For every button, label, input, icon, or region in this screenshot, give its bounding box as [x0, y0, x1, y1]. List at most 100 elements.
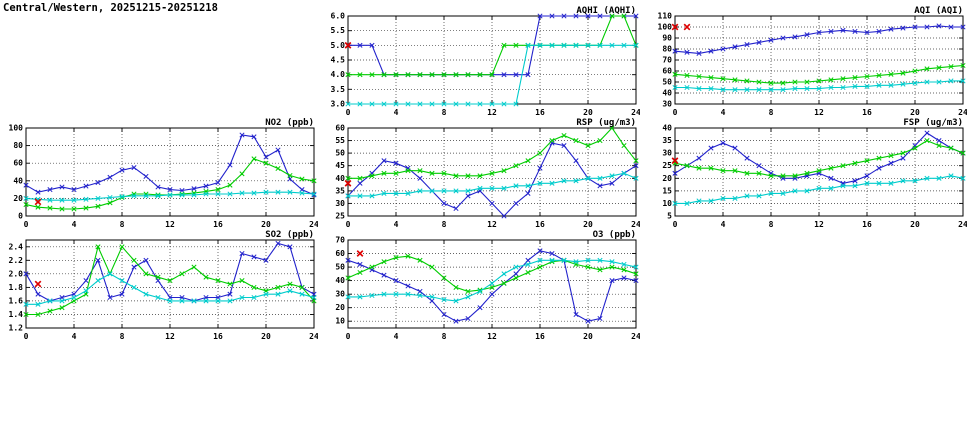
- series-markers-blue: [672, 23, 966, 56]
- svg-text:55: 55: [335, 136, 345, 145]
- svg-text:50: 50: [335, 263, 345, 272]
- svg-text:24: 24: [631, 220, 640, 229]
- svg-text:40: 40: [335, 276, 345, 285]
- svg-text:2.0: 2.0: [9, 269, 24, 278]
- red-marker: [671, 23, 679, 31]
- svg-text:20: 20: [583, 220, 593, 229]
- svg-text:40: 40: [662, 124, 672, 133]
- chart-so2: 1.2 1.4 1.6 1.8 2.0 2.2 2.4 0 4 8 12 16 20 24 SO2 (ppb…: [0, 228, 319, 342]
- svg-text:16: 16: [535, 108, 545, 117]
- svg-text:15: 15: [662, 186, 672, 195]
- series-markers-green: [23, 156, 317, 212]
- svg-text:30: 30: [662, 149, 672, 158]
- svg-text:1.2: 1.2: [9, 324, 24, 333]
- svg-text:40: 40: [662, 89, 672, 98]
- chart-aqhi: 3.0 3.5 4.0 4.5 5.0 5.5 6.0 0 4 8 12 16 20 24 AQHI (AQ…: [322, 4, 641, 118]
- svg-text:4.0: 4.0: [331, 70, 346, 79]
- svg-text:12: 12: [165, 220, 175, 229]
- svg-text:2.4: 2.4: [9, 242, 24, 251]
- chart-no2: 0 20 40 60 80 100 0 4 8 12 16 20 24 NO2 (ppb): [0, 116, 319, 230]
- svg-text:16: 16: [862, 220, 872, 229]
- svg-text:0: 0: [346, 220, 351, 229]
- svg-text:16: 16: [535, 220, 545, 229]
- svg-text:24: 24: [309, 220, 318, 229]
- series-markers-cyan: [345, 170, 639, 199]
- svg-text:16: 16: [535, 332, 545, 341]
- chart-svg-fsp: 5 10 15 20 25 30 35 40 0 4 8 12 16 20 24 FSP (ug/m3): [662, 118, 968, 229]
- svg-text:70: 70: [335, 236, 345, 245]
- svg-text:50: 50: [662, 78, 672, 87]
- svg-text:25: 25: [335, 212, 345, 221]
- svg-text:10: 10: [662, 199, 672, 208]
- svg-text:90: 90: [662, 34, 672, 43]
- chart-title: FSP (ug/m3): [903, 118, 963, 128]
- chart-o3: 10 20 30 40 50 60 70 0 4 8 12 16 20 24 O3 (ppb): [322, 228, 641, 342]
- svg-text:45: 45: [335, 161, 345, 170]
- svg-text:20: 20: [910, 220, 920, 229]
- chart-title: O3 (ppb): [593, 230, 636, 240]
- chart-svg-no2: 0 20 40 60 80 100 0 4 8 12 16 20 24 NO2 (ppb): [9, 118, 319, 229]
- svg-text:4.5: 4.5: [331, 56, 346, 65]
- svg-text:60: 60: [335, 124, 345, 133]
- svg-text:20: 20: [13, 194, 23, 203]
- svg-text:5.5: 5.5: [331, 26, 346, 35]
- red-marker: [34, 280, 42, 288]
- svg-text:12: 12: [487, 332, 497, 341]
- chart-title: AQHI (AQHI): [576, 6, 636, 16]
- svg-text:4: 4: [721, 108, 726, 117]
- series-markers-cyan: [23, 189, 317, 203]
- chart-title: NO2 (ppb): [265, 118, 314, 128]
- svg-text:20: 20: [335, 303, 345, 312]
- svg-text:0: 0: [24, 332, 29, 341]
- svg-text:0: 0: [18, 212, 23, 221]
- svg-text:20: 20: [261, 220, 271, 229]
- svg-text:24: 24: [631, 332, 640, 341]
- svg-text:16: 16: [862, 108, 872, 117]
- svg-text:100: 100: [658, 23, 673, 32]
- series-markers-cyan: [672, 173, 966, 206]
- chart-rsp: 25 30 35 40 45 50 55 60 0 4 8 12 16 20 24 RSP (ug/m3): [322, 116, 641, 230]
- svg-text:8: 8: [442, 332, 447, 341]
- series-markers-cyan: [672, 78, 966, 93]
- svg-text:16: 16: [213, 220, 223, 229]
- series-markers-green: [345, 253, 639, 294]
- chart-title: SO2 (ppb): [265, 230, 314, 240]
- svg-text:40: 40: [13, 176, 23, 185]
- svg-text:6.0: 6.0: [331, 12, 346, 21]
- chart-svg-so2: 1.2 1.4 1.6 1.8 2.0 2.2 2.4 0 4 8 12 16 20 24 SO2 (ppb…: [9, 230, 319, 341]
- chart-fsp: 5 10 15 20 25 30 35 40 0 4 8 12 16 20 24 FSP (ug/m3): [649, 116, 968, 230]
- svg-text:60: 60: [13, 159, 23, 168]
- svg-text:100: 100: [9, 124, 24, 133]
- svg-text:60: 60: [662, 67, 672, 76]
- svg-text:1.6: 1.6: [9, 296, 24, 305]
- svg-text:2.2: 2.2: [9, 256, 24, 265]
- red-marker: [34, 198, 42, 206]
- svg-text:4: 4: [394, 220, 399, 229]
- svg-text:110: 110: [658, 12, 673, 21]
- red-marker: [344, 179, 352, 187]
- series-line-green: [25, 158, 315, 210]
- svg-text:60: 60: [335, 249, 345, 258]
- svg-text:80: 80: [662, 45, 672, 54]
- svg-text:20: 20: [583, 108, 593, 117]
- svg-text:4: 4: [721, 220, 726, 229]
- svg-text:4: 4: [72, 332, 77, 341]
- svg-text:3.5: 3.5: [331, 85, 346, 94]
- chart-svg-aqi: 30 40 50 60 70 80 90 100 110 0 4 8 12 16 20 24 AQI (AQI): [658, 6, 968, 117]
- series-markers-green: [23, 244, 317, 318]
- svg-text:8: 8: [442, 220, 447, 229]
- red-marker: [683, 23, 691, 31]
- series-markers-blue: [23, 132, 317, 198]
- svg-text:4: 4: [394, 332, 399, 341]
- series-markers-green: [672, 138, 966, 179]
- svg-text:12: 12: [814, 108, 824, 117]
- svg-text:1.8: 1.8: [9, 283, 24, 292]
- page-title: Central/Western, 20251215-20251218: [3, 2, 218, 14]
- svg-text:0: 0: [346, 332, 351, 341]
- svg-text:35: 35: [335, 186, 345, 195]
- red-marker: [356, 250, 364, 257]
- series-markers-blue: [672, 130, 966, 186]
- svg-text:12: 12: [487, 108, 497, 117]
- chart-svg-rsp: 25 30 35 40 45 50 55 60 0 4 8 12 16 20 24 RSP (ug/m3): [335, 118, 641, 229]
- chart-svg-o3: 10 20 30 40 50 60 70 0 4 8 12 16 20 24 O3 (ppb): [335, 230, 641, 341]
